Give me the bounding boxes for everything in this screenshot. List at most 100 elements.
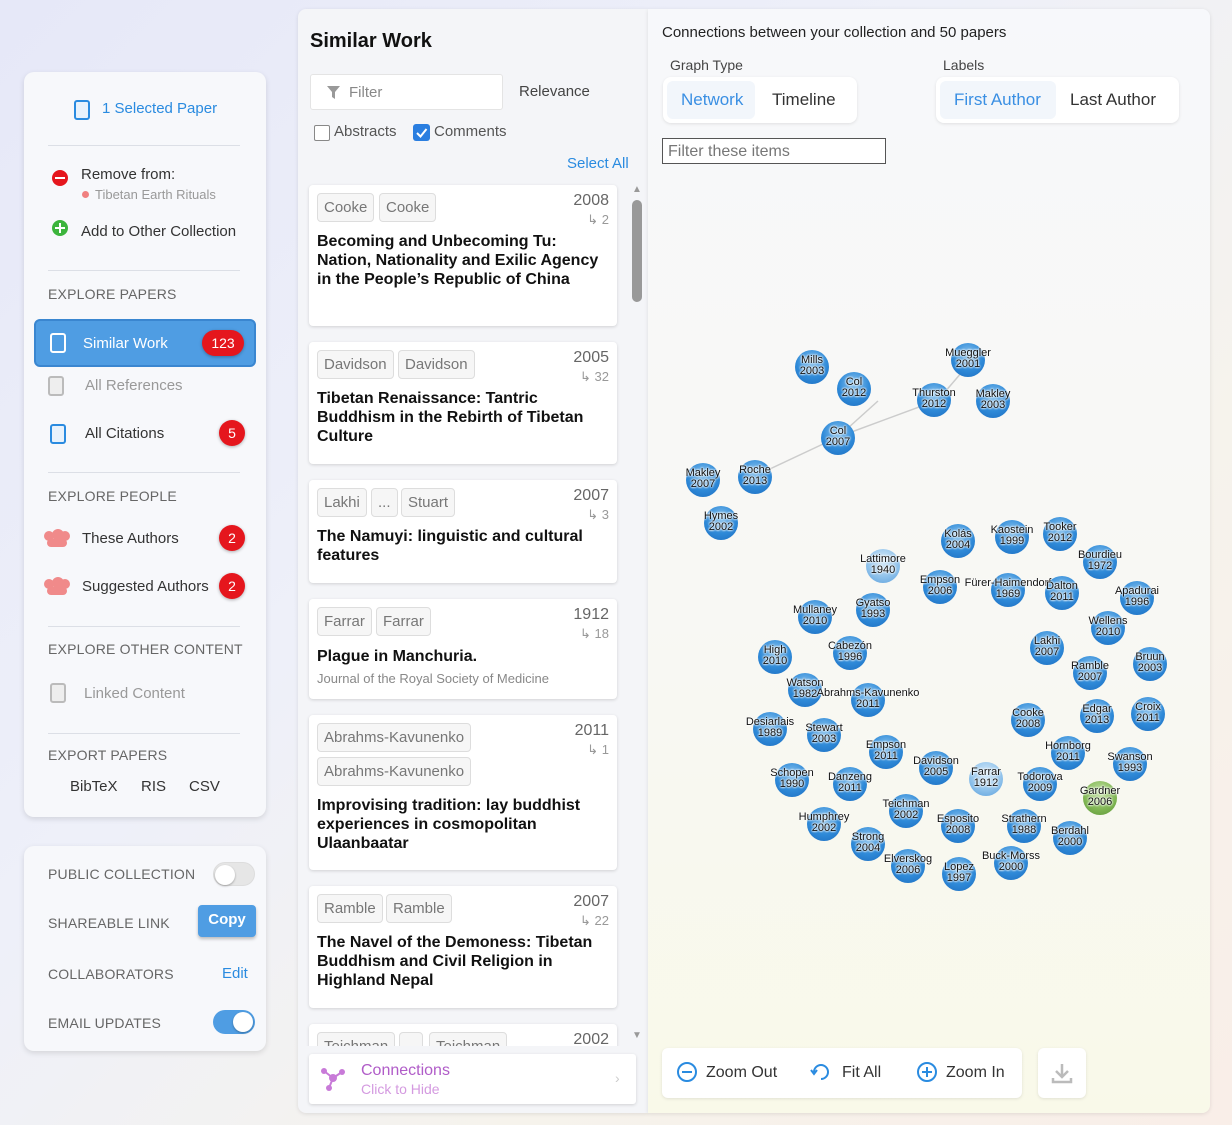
public-collection-toggle[interactable] bbox=[213, 862, 255, 886]
select-all-link[interactable]: Select All bbox=[567, 155, 629, 172]
author-tag[interactable]: Ramble bbox=[317, 894, 383, 923]
author-tag[interactable]: Lakhi bbox=[317, 488, 367, 517]
author-tag[interactable]: Cooke bbox=[317, 193, 375, 222]
paper-title[interactable]: Becoming and Unbecoming Tu: Nation, Nati… bbox=[317, 233, 599, 288]
graph-node[interactable] bbox=[976, 384, 1010, 418]
graph-node[interactable] bbox=[738, 460, 772, 494]
graph-node[interactable] bbox=[1120, 581, 1154, 615]
export-bibtex[interactable]: BibTeX bbox=[70, 778, 118, 795]
author-tag[interactable]: Stuart bbox=[401, 488, 456, 517]
tab-last-author[interactable]: Last Author bbox=[1070, 90, 1157, 109]
author-tag[interactable]: Ramble bbox=[386, 894, 452, 923]
graph-node[interactable] bbox=[1011, 703, 1045, 737]
paper-title[interactable]: Plague in Manchuria. bbox=[317, 648, 478, 665]
author-tag[interactable] bbox=[399, 1032, 423, 1046]
paper-title[interactable]: The Namuyi: linguistic and cultural feat… bbox=[317, 528, 583, 564]
author-tag[interactable]: Davidson bbox=[398, 350, 475, 379]
graph-node[interactable] bbox=[851, 827, 885, 861]
zoom-out-button[interactable]: Zoom Out bbox=[706, 1064, 778, 1081]
scroll-down-arrow[interactable]: ▼ bbox=[632, 1030, 642, 1041]
author-tag[interactable]: Farrar bbox=[376, 607, 431, 636]
collection-name[interactable]: Tibetan Earth Rituals bbox=[95, 187, 216, 202]
graph-node[interactable] bbox=[866, 549, 900, 583]
graph-node[interactable] bbox=[889, 794, 923, 828]
graph-node[interactable] bbox=[891, 849, 925, 883]
email-updates-toggle[interactable] bbox=[213, 1010, 255, 1034]
graph-node[interactable] bbox=[1007, 809, 1041, 843]
graph-node[interactable] bbox=[753, 712, 787, 746]
paper-title[interactable]: The Navel of the Demoness: Tibetan Buddh… bbox=[317, 934, 593, 989]
graph-node[interactable] bbox=[941, 524, 975, 558]
list-item[interactable]: Farrar Farrar 1912 ↳ 18 Plague in Manchu… bbox=[309, 599, 617, 699]
author-tag[interactable]: Abrahms-Kavunenko bbox=[317, 757, 472, 786]
graph-node[interactable] bbox=[758, 640, 792, 674]
graph-node[interactable] bbox=[1043, 517, 1077, 551]
list-item[interactable]: Teichman Teichman 2002 bbox=[309, 1024, 617, 1046]
graph-node[interactable] bbox=[919, 751, 953, 785]
graph-node[interactable] bbox=[798, 600, 832, 634]
graph-node[interactable] bbox=[851, 683, 885, 717]
paper-title[interactable]: Improvising tradition: lay buddhist expe… bbox=[317, 797, 581, 852]
graph-node[interactable] bbox=[923, 570, 957, 604]
list-item[interactable]: Ramble Ramble 2007 ↳ 22 The Navel of the… bbox=[309, 886, 617, 1008]
author-tag[interactable]: Teichman bbox=[317, 1032, 396, 1046]
list-item[interactable]: Davidson Davidson 2005 ↳ 32 Tibetan Rena… bbox=[309, 342, 617, 464]
graph-node[interactable] bbox=[1131, 697, 1165, 731]
graph-node[interactable] bbox=[995, 520, 1029, 554]
graph-node[interactable] bbox=[951, 343, 985, 377]
sort-select[interactable]: Relevance bbox=[519, 83, 590, 100]
graph-node[interactable] bbox=[704, 506, 738, 540]
author-tag[interactable]: Cooke bbox=[379, 193, 437, 222]
graph-node[interactable] bbox=[775, 763, 809, 797]
graph-node[interactable] bbox=[917, 383, 951, 417]
sidebar-item-linked-content[interactable]: Linked Content bbox=[84, 685, 185, 702]
graph-node[interactable] bbox=[1080, 699, 1114, 733]
list-item[interactable]: Lakhi ... Stuart 2007 ↳ 3 The Namuyi: li… bbox=[309, 480, 617, 583]
filter-input[interactable]: Filter bbox=[310, 74, 503, 110]
tab-network[interactable]: Network bbox=[681, 90, 744, 109]
graph-node[interactable] bbox=[1023, 767, 1057, 801]
sidebar-item-these-authors[interactable]: These Authors bbox=[82, 530, 179, 547]
list-item[interactable]: Abrahms-Kavunenko Abrahms-Kavunenko 2011… bbox=[309, 715, 617, 870]
connections-toggle[interactable]: Connections Click to Hide › bbox=[309, 1054, 636, 1104]
paper-title[interactable]: Tibetan Renaissance: Tantric Buddhism in… bbox=[317, 390, 584, 445]
fit-all-button[interactable]: Fit All bbox=[842, 1064, 882, 1081]
graph-node[interactable] bbox=[994, 846, 1028, 880]
graph-node[interactable] bbox=[788, 673, 822, 707]
graph-node[interactable] bbox=[1091, 611, 1125, 645]
graph-node[interactable] bbox=[833, 767, 867, 801]
author-tag[interactable]: Abrahms-Kavunenko bbox=[317, 723, 472, 752]
tab-timeline[interactable]: Timeline bbox=[772, 90, 836, 109]
sidebar-item-all-citations[interactable]: All Citations bbox=[85, 425, 165, 442]
edit-collaborators-link[interactable]: Edit bbox=[222, 965, 248, 982]
graph-node[interactable] bbox=[1133, 647, 1167, 681]
graph-node[interactable] bbox=[969, 762, 1003, 796]
sidebar-item-suggested-authors[interactable]: Suggested Authors bbox=[82, 578, 209, 595]
graph-filter-input[interactable]: Filter these items bbox=[662, 138, 886, 164]
author-tag[interactable]: Davidson bbox=[317, 350, 394, 379]
graph-node[interactable] bbox=[795, 350, 829, 384]
download-button[interactable] bbox=[1038, 1048, 1086, 1098]
author-tag[interactable]: ... bbox=[371, 488, 398, 517]
remove-from-label[interactable]: Remove from: bbox=[81, 166, 176, 183]
scroll-up-arrow[interactable]: ▲ bbox=[632, 184, 642, 195]
author-tag[interactable]: Teichman bbox=[429, 1032, 508, 1046]
graph-node[interactable] bbox=[869, 735, 903, 769]
graph-node[interactable] bbox=[821, 421, 855, 455]
zoom-in-button[interactable]: Zoom In bbox=[946, 1064, 1005, 1081]
export-ris[interactable]: RIS bbox=[141, 778, 167, 795]
comments-checkbox[interactable] bbox=[413, 124, 430, 141]
tab-first-author[interactable]: First Author bbox=[954, 90, 1041, 109]
graph-node[interactable] bbox=[856, 593, 890, 627]
graph-node[interactable] bbox=[991, 573, 1025, 607]
abstracts-checkbox[interactable] bbox=[314, 125, 330, 141]
scrollbar-thumb[interactable] bbox=[632, 200, 642, 302]
graph-node[interactable] bbox=[942, 857, 976, 891]
graph-node[interactable] bbox=[1030, 631, 1064, 665]
export-csv[interactable]: CSV bbox=[189, 778, 220, 795]
add-to-other-collection[interactable]: Add to Other Collection bbox=[81, 223, 237, 240]
sidebar-item-all-references[interactable]: All References bbox=[85, 377, 183, 394]
copy-link-button[interactable]: Copy bbox=[198, 905, 256, 937]
graph-node[interactable] bbox=[1053, 821, 1087, 855]
author-tag[interactable]: Farrar bbox=[317, 607, 372, 636]
